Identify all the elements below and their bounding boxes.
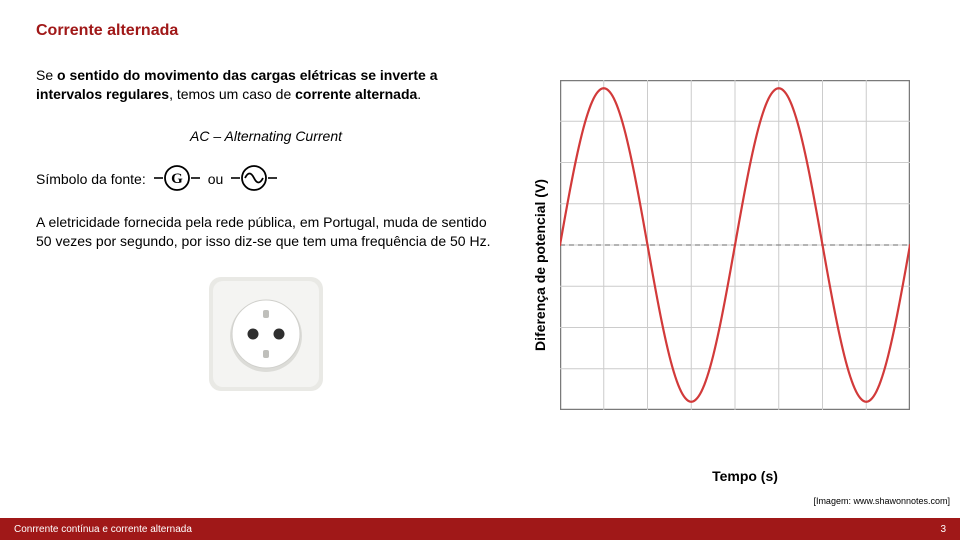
- image-caption: [Imagem: www.shawonnotes.com]: [813, 496, 950, 506]
- symbol-row: Símbolo da fonte: G ou: [36, 164, 496, 195]
- chart-area: Diferença de potencial (V) Tempo (s): [560, 80, 930, 450]
- electricity-paragraph: A eletricidade fornecida pela rede públi…: [36, 213, 496, 251]
- para-bold2: corrente alternada: [295, 86, 417, 102]
- chart-ylabel: Diferença de potencial (V): [532, 179, 548, 351]
- symbol-label: Símbolo da fonte:: [36, 171, 146, 187]
- footer-left: Conrrente contínua e corrente alternada: [14, 524, 192, 535]
- para-pre: Se: [36, 67, 57, 83]
- chart-xlabel: Tempo (s): [712, 468, 778, 484]
- svg-text:G: G: [171, 171, 183, 187]
- para-mid: , temos um caso de: [169, 86, 295, 102]
- left-column: Se o sentido do movimento das cargas elé…: [36, 66, 496, 399]
- footer-bar: Conrrente contínua e corrente alternada …: [0, 518, 960, 540]
- slide-title: Corrente alternada: [36, 22, 178, 40]
- wall-outlet-icon: [201, 269, 331, 399]
- ac-source-g-icon: G: [154, 164, 200, 195]
- sine-wave-chart: [560, 80, 910, 410]
- ac-line: AC – Alternating Current: [36, 128, 496, 144]
- para-post: .: [417, 86, 421, 102]
- symbol-or: ou: [208, 171, 224, 187]
- ac-source-sine-icon: [231, 164, 277, 195]
- intro-paragraph: Se o sentido do movimento das cargas elé…: [36, 66, 496, 104]
- outlet-image: [36, 269, 496, 399]
- footer-page-number: 3: [940, 524, 946, 535]
